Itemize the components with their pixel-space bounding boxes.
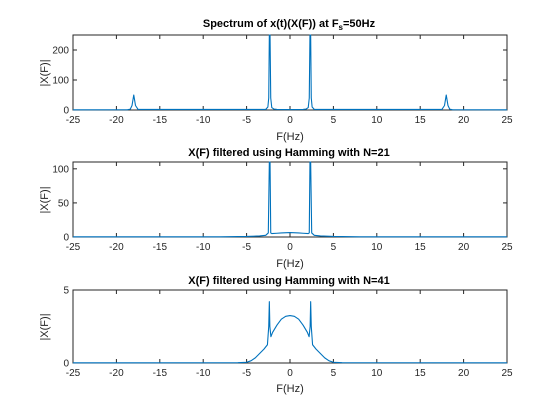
x-tick-label: -5	[242, 368, 251, 379]
x-tick-label: 5	[331, 242, 337, 253]
subplot-1-title: Spectrum of x(t)(X(F)) at Fs=50Hz	[203, 18, 376, 32]
subplot-1-title-subscript: s	[339, 23, 344, 32]
subplot-1-xticks: -25 -20 -15 -10 -5 0 5 10 15 20 25	[66, 35, 513, 126]
x-tick-label: -20	[109, 242, 124, 253]
y-tick-label: 50	[58, 198, 70, 209]
x-tick-label: 5	[331, 368, 337, 379]
y-tick-label: 0	[63, 106, 69, 117]
x-tick-label: -10	[196, 368, 211, 379]
subplot-2-axes	[72, 161, 508, 238]
x-tick-label: -15	[153, 115, 168, 126]
x-tick-label: 20	[458, 115, 470, 126]
x-tick-label: 20	[458, 368, 470, 379]
x-tick-label: -20	[109, 368, 124, 379]
x-tick-label: -10	[196, 115, 211, 126]
subplot-2-xlabel: F(Hz)	[276, 258, 304, 270]
x-tick-label: -5	[242, 115, 251, 126]
subplot-1-title-main: Spectrum of x(t)(X(F)) at F	[203, 18, 339, 30]
subplot-1-series-line	[72, 34, 508, 111]
subplot-3-xlabel: F(Hz)	[276, 383, 304, 395]
subplot-1-ylabel: |X(F)|	[39, 59, 51, 86]
subplot-2-series-line	[72, 161, 508, 238]
x-tick-label: 15	[415, 115, 427, 126]
y-tick-label: 100	[52, 164, 69, 175]
subplot-1-axes	[72, 34, 508, 111]
x-tick-label: -25	[66, 368, 81, 379]
subplot-3-series-line	[72, 301, 508, 364]
y-tick-label: 200	[52, 46, 69, 57]
x-tick-label: 0	[287, 242, 293, 253]
x-tick-label: -15	[153, 242, 168, 253]
subplot-3-axes	[72, 289, 508, 364]
subplot-2: X(F) filtered using Hamming with N=21 -2…	[39, 147, 513, 270]
subplot-3-title: X(F) filtered using Hamming with N=41	[188, 275, 389, 287]
x-tick-label: 10	[371, 368, 383, 379]
x-tick-label: -25	[66, 115, 81, 126]
y-tick-label: 5	[63, 286, 69, 297]
x-tick-label: 5	[331, 115, 337, 126]
x-tick-label: 25	[501, 115, 513, 126]
subplot-1-title-tail: =50Hz	[343, 18, 376, 30]
x-tick-label: 0	[287, 115, 293, 126]
subplot-3: X(F) filtered using Hamming with N=41 -2…	[39, 275, 513, 395]
y-tick-label: 0	[63, 359, 69, 370]
x-tick-label: -20	[109, 115, 124, 126]
subplot-3-ylabel: |X(F)|	[39, 313, 51, 340]
x-tick-label: 10	[371, 242, 383, 253]
x-tick-label: 25	[501, 242, 513, 253]
x-tick-label: -15	[153, 368, 168, 379]
subplot-2-ylabel: |X(F)|	[39, 186, 51, 213]
x-tick-label: 10	[371, 115, 383, 126]
subplot-1: Spectrum of x(t)(X(F)) at Fs=50Hz -25 -20…	[39, 18, 513, 143]
x-tick-label: 0	[287, 368, 293, 379]
subplot-2-title: X(F) filtered using Hamming with N=21	[188, 147, 389, 159]
x-tick-label: 15	[415, 368, 427, 379]
y-tick-label: 0	[63, 233, 69, 244]
x-tick-label: -10	[196, 242, 211, 253]
subplot-3-xticks: -25 -20 -15 -10 -5 0 5 10 15 20 25	[66, 290, 513, 379]
subplot-1-xlabel: F(Hz)	[276, 131, 304, 143]
x-tick-label: 15	[415, 242, 427, 253]
x-tick-label: 20	[458, 242, 470, 253]
x-tick-label: -25	[66, 242, 81, 253]
x-tick-label: 25	[501, 368, 513, 379]
x-tick-label: -5	[242, 242, 251, 253]
y-tick-label: 100	[52, 76, 69, 87]
